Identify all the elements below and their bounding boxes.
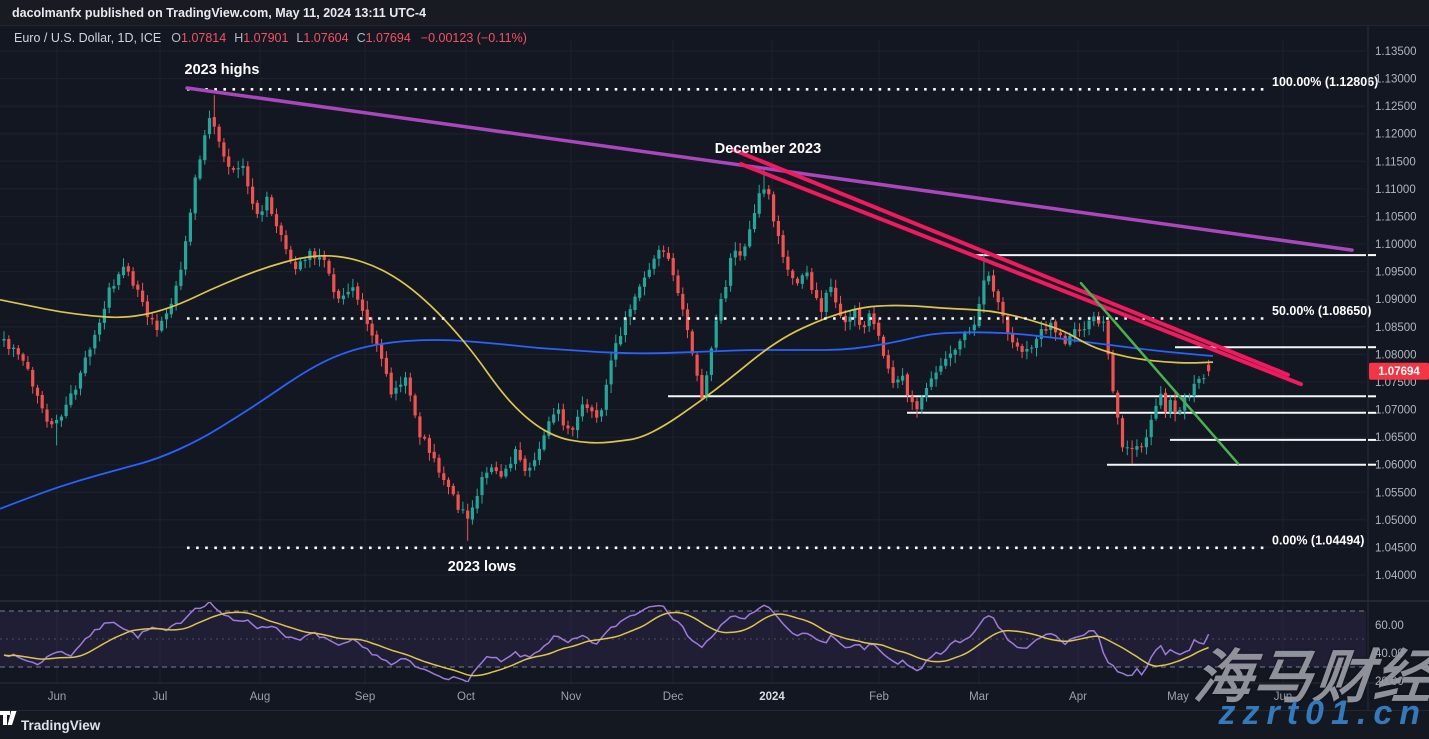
svg-text:1.06000: 1.06000 — [1375, 460, 1417, 472]
svg-text:Sep: Sep — [355, 691, 375, 703]
svg-text:Dec: Dec — [663, 691, 684, 703]
pane-separators — [0, 26, 1429, 710]
trendlines — [185, 86, 1354, 465]
ohlc-item: H1.07901 — [234, 31, 289, 45]
support-resistance-rays — [668, 254, 1366, 466]
annotation-text: 2023 lows — [448, 559, 517, 575]
svg-text:1.13500: 1.13500 — [1375, 46, 1417, 58]
time-axis[interactable] — [0, 683, 1368, 710]
svg-text:1.10500: 1.10500 — [1375, 212, 1417, 224]
svg-text:40.00: 40.00 — [1375, 648, 1404, 660]
rsi-ma-line — [3, 611, 1209, 677]
tradingview-logo-text[interactable]: TradingView — [21, 717, 101, 733]
svg-text:1.09000: 1.09000 — [1375, 294, 1417, 306]
svg-text:1.07500: 1.07500 — [1375, 377, 1417, 389]
rsi-indicator — [3, 602, 1210, 682]
fib-label: 0.00% (1.04494) — [1272, 533, 1364, 547]
svg-text:1.07000: 1.07000 — [1375, 405, 1417, 417]
svg-text:1.05500: 1.05500 — [1375, 487, 1417, 499]
svg-text:1.09500: 1.09500 — [1375, 267, 1417, 279]
svg-text:Jun: Jun — [1274, 691, 1293, 703]
svg-text:1.06500: 1.06500 — [1375, 432, 1417, 444]
candlestick-series — [2, 95, 1211, 541]
svg-text:1.11000: 1.11000 — [1375, 184, 1416, 196]
svg-text:1.04000: 1.04000 — [1375, 570, 1417, 582]
ma-blue-line — [0, 331, 1214, 510]
annotation-text: December 2023 — [715, 141, 821, 157]
symbol-title: Euro / U.S. Dollar, 1D, ICE — [14, 31, 162, 45]
bear-channel-upper-pink[interactable] — [731, 147, 1290, 377]
svg-text:1.04500: 1.04500 — [1375, 542, 1417, 554]
svg-text:Apr: Apr — [1069, 691, 1087, 703]
svg-text:Mar: Mar — [969, 691, 989, 703]
ma-yellow-line — [0, 254, 1214, 444]
svg-text:May: May — [1167, 691, 1189, 703]
svg-text:1.07694: 1.07694 — [1378, 366, 1420, 378]
publish-header: dacolmanfx published on TradingView.com,… — [0, 0, 1429, 26]
time-axis-labels: Jun Jul Aug Sep Oct Nov Dec 2024 Feb Mar Apr May Jun — [48, 691, 1293, 703]
svg-text:Feb: Feb — [869, 691, 889, 703]
price-scale[interactable] — [1368, 26, 1429, 710]
watermark-url: zzrt01.cn — [1218, 694, 1427, 732]
svg-text:20.00: 20.00 — [1375, 676, 1404, 688]
svg-text:60.00: 60.00 — [1375, 620, 1404, 632]
bottom-toolbar: TradingView — [0, 710, 1429, 739]
ohlc-item: C1.07694 — [356, 31, 411, 45]
svg-text:1.12000: 1.12000 — [1375, 129, 1417, 141]
svg-text:1.08000: 1.08000 — [1375, 349, 1417, 361]
svg-text:Oct: Oct — [457, 691, 476, 703]
chart-legend: Euro / U.S. Dollar, 1D, ICE O1.07814 H1.0… — [14, 31, 527, 45]
svg-text:1.05000: 1.05000 — [1375, 515, 1417, 527]
svg-text:1.08500: 1.08500 — [1375, 322, 1417, 334]
svg-text:Jul: Jul — [153, 691, 168, 703]
svg-text:2024: 2024 — [759, 691, 785, 703]
fib-retracement: 100.00% (1.12806) 50.00% (1.08650) 0.00% (… — [187, 75, 1378, 550]
change-value: −0.00123 (−0.11%) — [420, 31, 527, 45]
ohlc-values: O1.07814 H1.07901 L1.07604 C1.07694 — [171, 31, 411, 45]
svg-text:Nov: Nov — [561, 691, 582, 703]
steep-trendline-green[interactable] — [1079, 281, 1240, 465]
grid-lines — [0, 40, 1366, 683]
descending-trendline-purple[interactable] — [185, 86, 1354, 252]
svg-text:1.13000: 1.13000 — [1375, 74, 1417, 86]
svg-text:1.11500: 1.11500 — [1375, 156, 1416, 168]
fib-label: 50.00% (1.08650) — [1272, 304, 1371, 318]
svg-text:Aug: Aug — [250, 691, 270, 703]
rsi-line — [3, 602, 1210, 682]
ohlc-item: O1.07814 — [171, 31, 227, 45]
fib-label: 100.00% (1.12806) — [1272, 75, 1378, 89]
price-scale-labels: 1.13500 1.13000 1.12500 1.12000 1.11500 1.110… — [1368, 46, 1417, 688]
publish-text: dacolmanfx published on TradingView.com,… — [12, 6, 427, 20]
bear-channel-lower-pink[interactable] — [739, 162, 1303, 387]
svg-text:1.10000: 1.10000 — [1375, 239, 1417, 251]
ohlc-item: L1.07604 — [296, 31, 349, 45]
svg-text:Jun: Jun — [48, 691, 67, 703]
svg-text:1.12500: 1.12500 — [1375, 101, 1417, 113]
annotation-text: 2023 highs — [185, 62, 260, 78]
last-price-tag: 1.07694 — [1369, 362, 1429, 380]
